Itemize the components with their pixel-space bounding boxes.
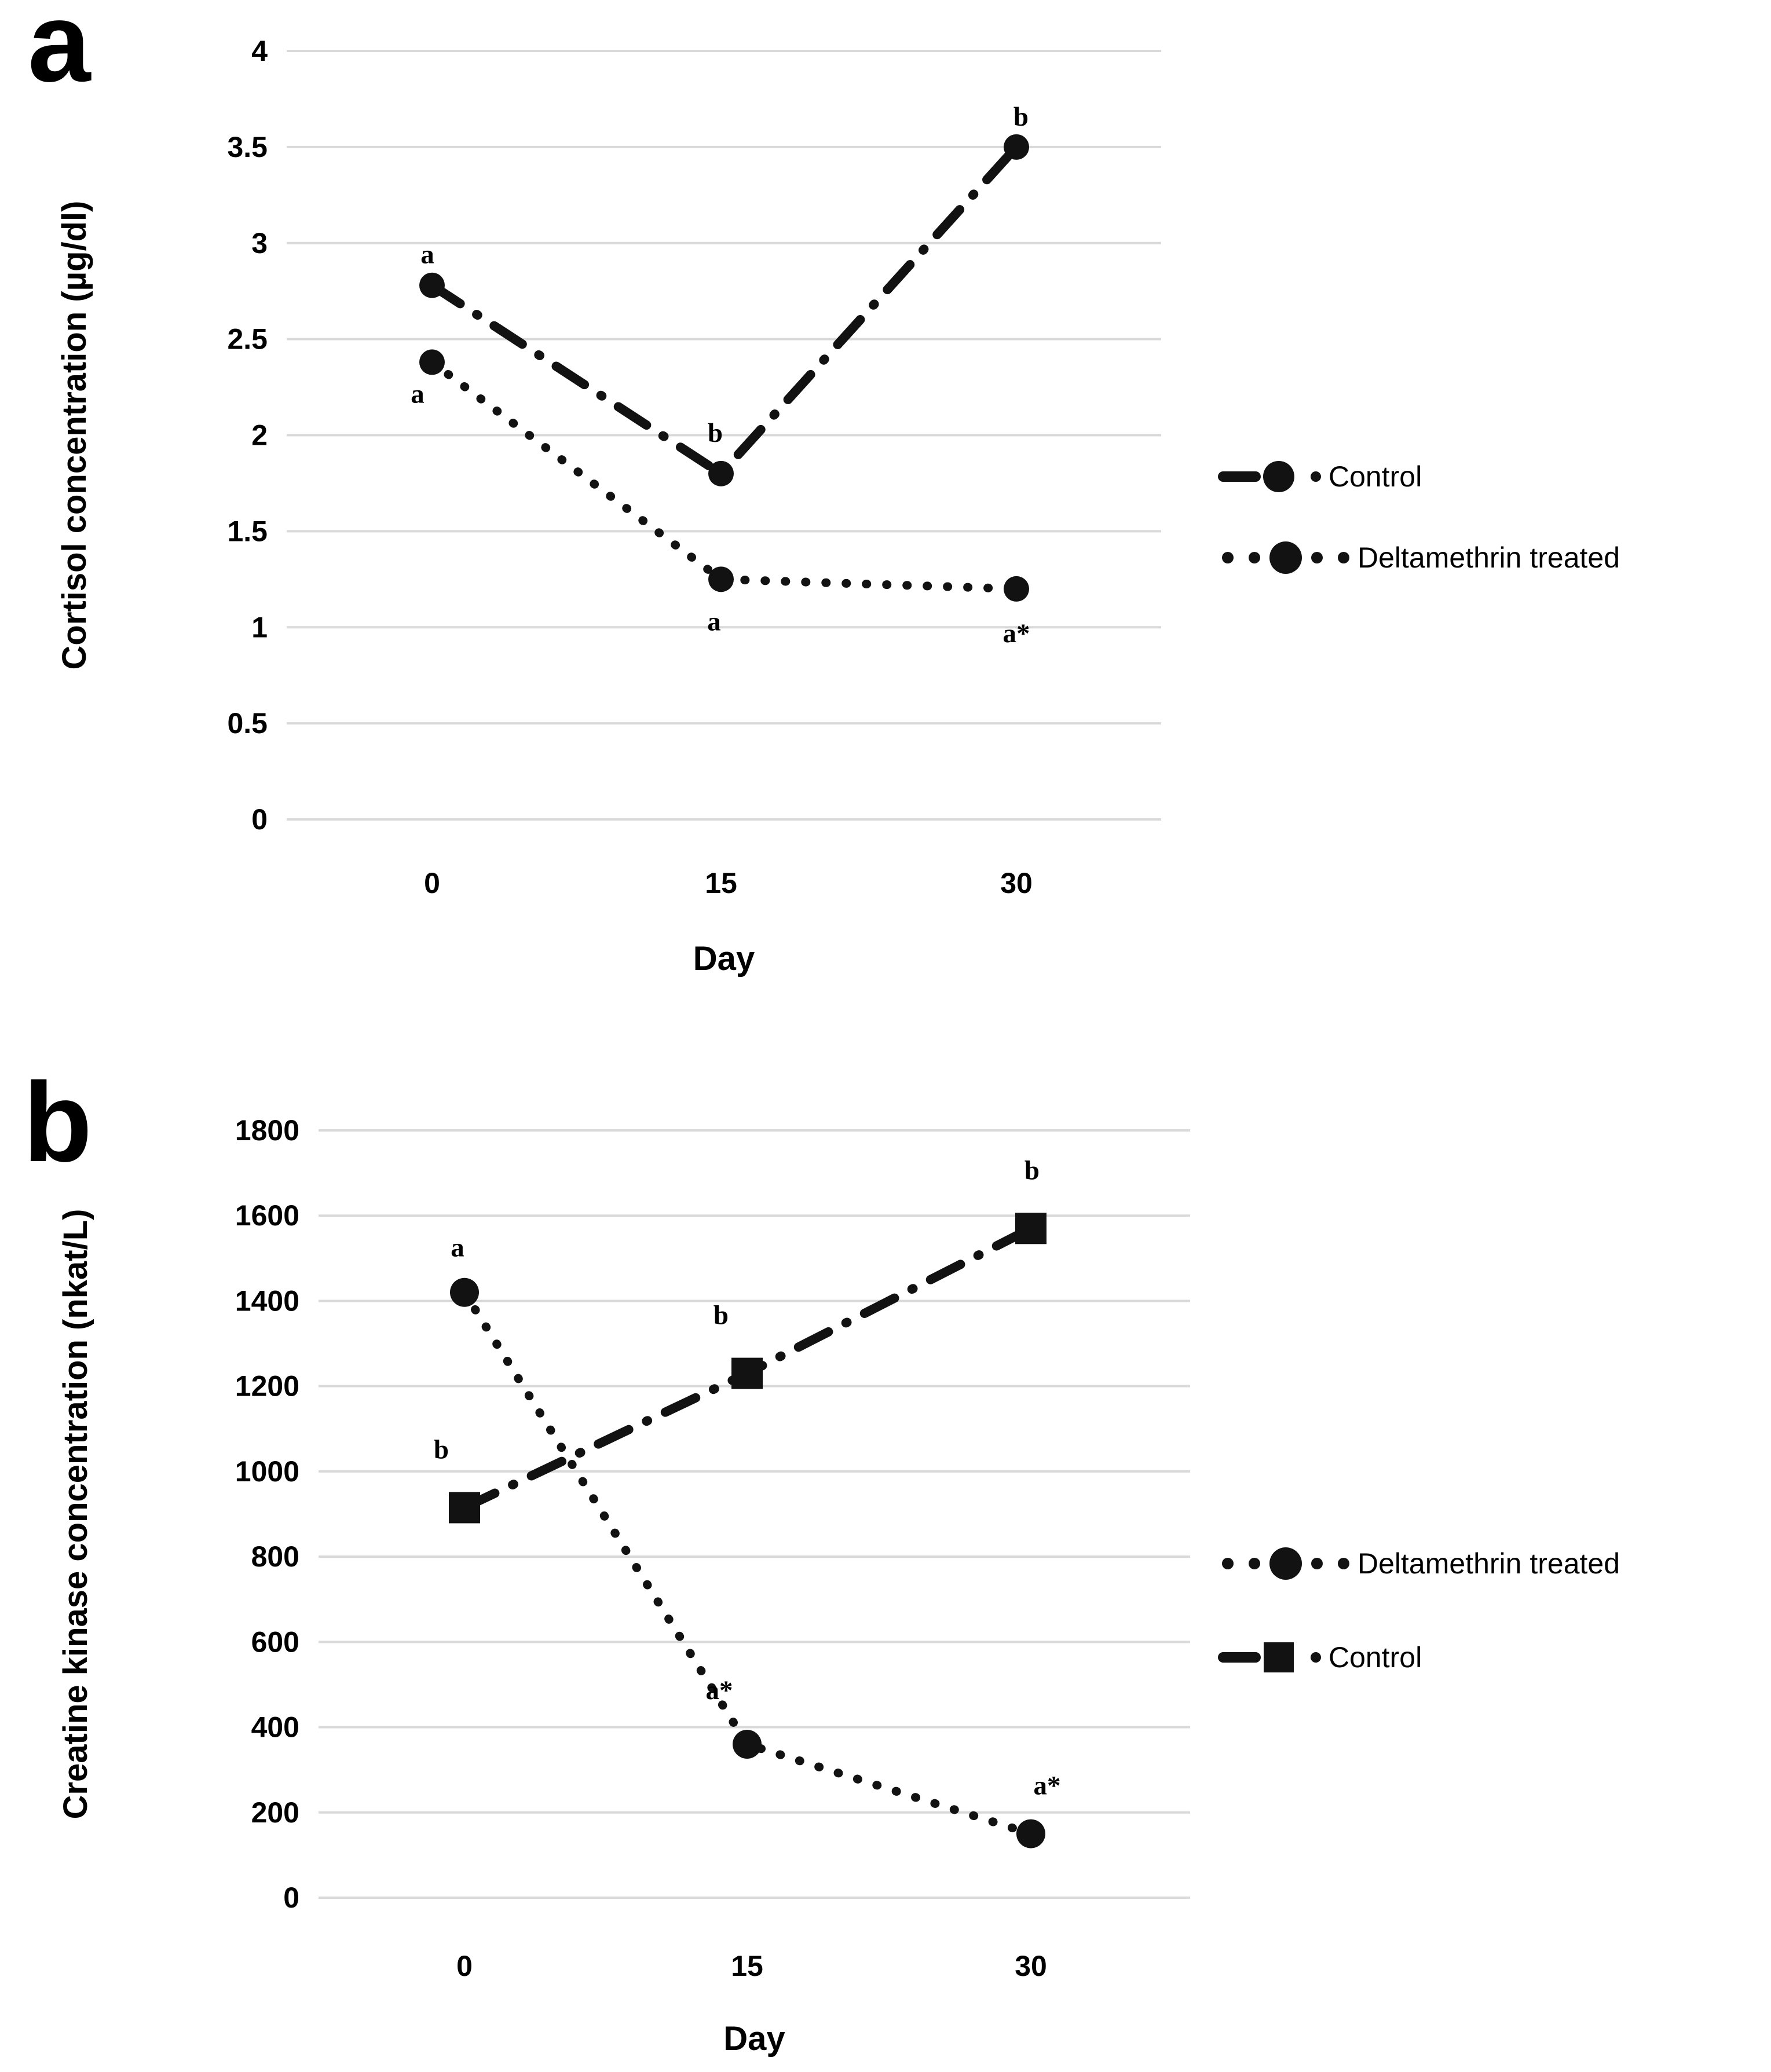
significance-label: a* — [706, 1675, 733, 1705]
x-tick-label: 30 — [1015, 1950, 1047, 1982]
data-point-marker-circle — [708, 460, 734, 486]
series-line-control — [427, 142, 1021, 480]
significance-label: b — [434, 1434, 449, 1465]
legend-item-deltamethrin-treated: Deltamethrin treated — [1222, 1547, 1620, 1580]
legend-dot-glyph — [1338, 552, 1349, 563]
y-tick-label: 4 — [251, 35, 268, 67]
y-tick-label: 0.5 — [227, 707, 268, 740]
data-point-marker-circle — [708, 566, 734, 592]
y-tick-label: 3 — [251, 227, 268, 259]
y-tick-label: 600 — [251, 1626, 299, 1658]
legend-label: Control — [1329, 460, 1422, 493]
x-tick-label: 15 — [731, 1950, 763, 1982]
data-point-marker-circle — [419, 349, 445, 375]
y-tick-label: 2 — [251, 419, 268, 452]
panel-b: b 0 200 400 600 800 1000 1200 1400 1600 1800 Creati… — [23, 1059, 1620, 2058]
x-axis-title: Day — [693, 940, 755, 978]
significance-label: a* — [1034, 1771, 1061, 1801]
legend-circle-marker-glyph — [1269, 1547, 1302, 1580]
data-point-marker-circle — [419, 272, 445, 298]
legend-dot-glyph — [1311, 1558, 1323, 1569]
series-line-deltamethrin-treated — [460, 1288, 1035, 1839]
legend-circle-marker-glyph — [1269, 541, 1302, 574]
significance-label: b — [713, 1301, 729, 1331]
y-tick-label: 400 — [251, 1711, 299, 1744]
legend-dot-glyph — [1311, 552, 1323, 563]
legend-label: Deltamethrin treated — [1357, 541, 1620, 574]
significance-label: a — [707, 606, 721, 636]
y-tick-label: 0 — [283, 1881, 299, 1914]
x-tick-label: 0 — [456, 1950, 473, 1982]
data-point-marker-circle — [1004, 576, 1029, 602]
panel-a: a 0 0.5 1 1.5 2 2.5 3 3.5 4 Cortisol concentration… — [28, 0, 1620, 978]
legend-dot-glyph — [1311, 1652, 1321, 1663]
legend-item-control: Control — [1218, 460, 1422, 493]
y-tick-label: 1800 — [235, 1114, 299, 1147]
legend-label: Control — [1329, 1641, 1422, 1674]
legend-item-control: Control — [1218, 1641, 1422, 1674]
legend-circle-marker-glyph — [1263, 461, 1294, 492]
significance-label: a — [420, 240, 434, 270]
data-point-marker-square — [1015, 1213, 1046, 1244]
legend-dot-glyph — [1311, 471, 1321, 482]
significance-label: b — [1024, 1155, 1040, 1185]
x-axis-title: Day — [723, 2020, 785, 2058]
significance-label: a — [411, 379, 425, 409]
y-tick-label: 0 — [251, 803, 268, 836]
significance-label: a* — [1003, 618, 1030, 649]
legend-dot-glyph — [1249, 1558, 1260, 1569]
y-tick-label: 800 — [251, 1540, 299, 1573]
significance-label: b — [708, 418, 723, 448]
data-point-marker-circle — [450, 1277, 479, 1307]
x-tick-label: 30 — [1000, 867, 1033, 899]
panel-letter-a: a — [28, 0, 92, 105]
data-point-marker-square — [731, 1357, 763, 1389]
y-tick-label: 3.5 — [227, 131, 268, 163]
y-tick-label: 1 — [251, 611, 268, 643]
x-tick-label: 0 — [424, 867, 440, 899]
y-tick-label: 200 — [251, 1796, 299, 1829]
significance-label: b — [1013, 102, 1029, 132]
y-tick-label: 1400 — [235, 1284, 299, 1317]
y-tick-label: 1.5 — [227, 515, 268, 547]
significance-label: a — [451, 1233, 464, 1263]
y-tick-label: 1200 — [235, 1370, 299, 1403]
legend-square-marker-glyph — [1264, 1642, 1294, 1672]
data-point-marker-circle — [1016, 1819, 1045, 1848]
legend-item-deltamethrin-treated: Deltamethrin treated — [1222, 541, 1620, 574]
y-axis-title: Creatine kinase concentration (nkat/L) — [57, 1209, 94, 1820]
y-tick-label: 1000 — [235, 1455, 299, 1488]
legend-label: Deltamethrin treated — [1357, 1547, 1620, 1580]
x-tick-label: 15 — [705, 867, 737, 899]
data-point-marker-circle — [1004, 134, 1029, 160]
y-tick-label: 1600 — [235, 1199, 299, 1232]
legend-dot-glyph — [1222, 1558, 1234, 1569]
panel-letter-b: b — [23, 1059, 92, 1185]
legend-dot-glyph — [1338, 1558, 1349, 1569]
y-axis-title: Cortisol concentration (µg/dl) — [56, 201, 93, 670]
data-point-marker-circle — [733, 1730, 762, 1759]
legend-dot-glyph — [1222, 552, 1234, 563]
legend-dot-glyph — [1249, 552, 1260, 563]
y-tick-label: 2.5 — [227, 323, 268, 356]
data-point-marker-square — [449, 1492, 480, 1524]
